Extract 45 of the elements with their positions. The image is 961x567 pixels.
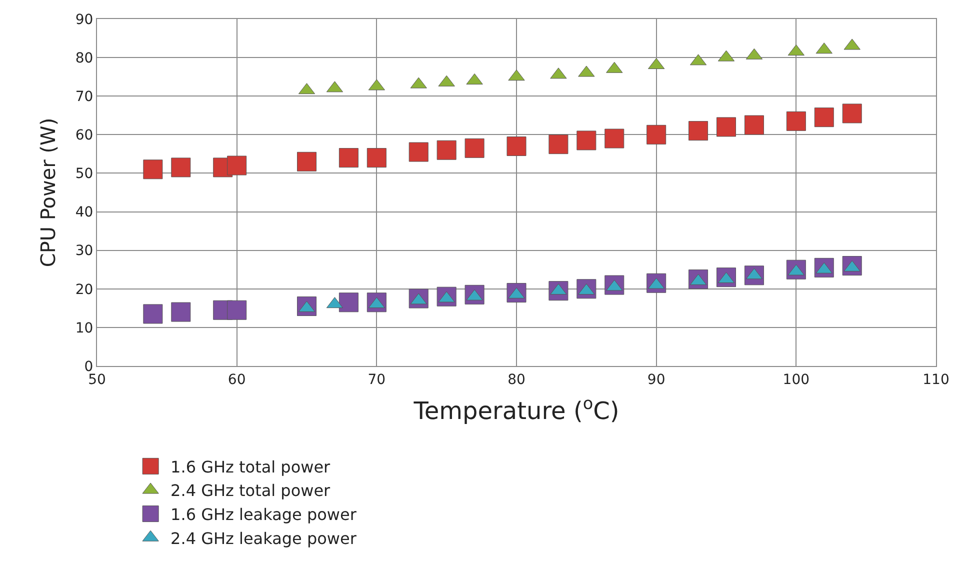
point [744, 115, 764, 135]
y-tick-label: 30 [75, 243, 94, 260]
point [842, 104, 862, 124]
point [338, 148, 358, 168]
x-tick-label: 90 [647, 372, 666, 388]
y-tick-label: 80 [75, 50, 94, 66]
legend-label: 1.6 GHz leakage power [170, 505, 357, 524]
x-tick-label: 80 [508, 372, 526, 388]
point [436, 140, 456, 160]
x-tick-label: 70 [368, 372, 386, 388]
point [506, 136, 526, 156]
y-tick-label: 70 [75, 89, 94, 106]
point [338, 292, 358, 312]
point [227, 300, 247, 320]
point [143, 160, 163, 180]
x-axis-title: Temperature ($^{o}$C) [412, 393, 620, 426]
y-tick-label: 10 [75, 320, 94, 336]
y-axis-title: CPU Power (W) [36, 118, 60, 268]
point [408, 142, 428, 162]
point [464, 138, 484, 158]
point [786, 111, 806, 131]
legend-label: 2.4 GHz leakage power [170, 528, 357, 548]
point [688, 121, 708, 141]
point [171, 158, 191, 178]
point [297, 152, 316, 172]
point [171, 302, 191, 322]
x-tick-label: 100 [782, 372, 810, 388]
y-tick-label: 50 [75, 166, 94, 182]
point [227, 156, 247, 176]
point [814, 108, 834, 128]
point [716, 117, 736, 137]
legend-label: 1.6 GHz total power [170, 457, 331, 476]
point [646, 124, 666, 144]
point [604, 128, 624, 148]
point [143, 304, 163, 324]
y-tick-label: 60 [75, 128, 94, 144]
y-tick-label: 90 [75, 12, 94, 28]
x-tick-label: 110 [922, 372, 950, 388]
point [366, 148, 386, 168]
y-tick-label: 20 [75, 282, 94, 298]
legend-label: 2.4 GHz total power [170, 481, 331, 500]
point [548, 134, 568, 154]
point [576, 130, 596, 150]
y-tick-label: 40 [75, 204, 94, 221]
x-tick-label: 60 [228, 372, 246, 388]
